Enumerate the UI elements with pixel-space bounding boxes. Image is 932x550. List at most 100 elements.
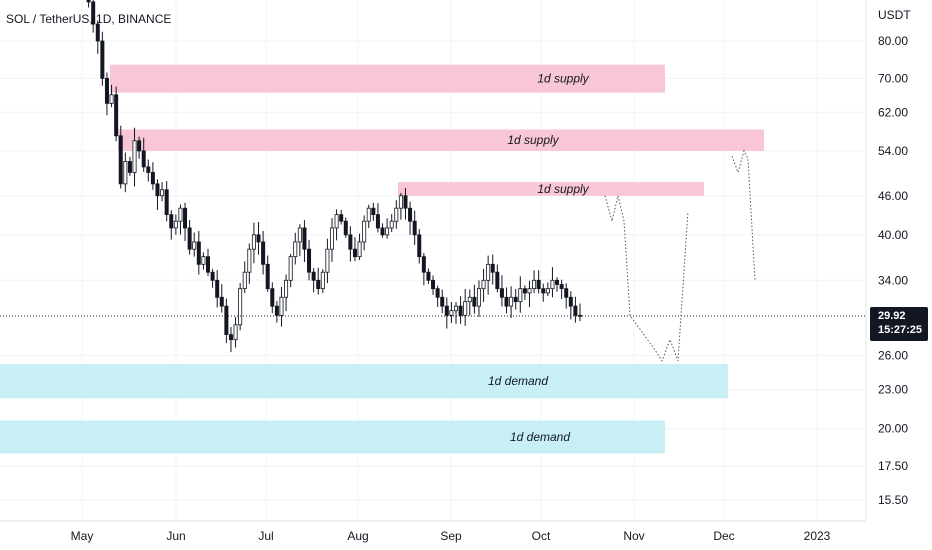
candle-up	[325, 248, 330, 273]
candle-up	[453, 305, 458, 312]
supply-zone[interactable]	[110, 64, 665, 93]
candle-up	[334, 214, 339, 229]
candle-up	[366, 207, 371, 222]
candle-up	[109, 94, 114, 104]
time-tick-label: Oct	[532, 529, 551, 543]
time-tick-label: Sep	[440, 529, 462, 543]
candle-up	[132, 140, 137, 173]
candle-down	[164, 189, 169, 216]
candle-up	[545, 288, 550, 294]
candle-down	[137, 140, 142, 152]
candle-up	[385, 227, 390, 236]
candle-down	[91, 1, 96, 25]
price-tick-label: 17.50	[878, 459, 908, 473]
price-axis[interactable]: 80.00 70.00 62.00 54.00 46.00 40.00 34.00 26.00…	[878, 34, 908, 507]
candle-up	[251, 234, 256, 250]
candle-down	[224, 305, 229, 336]
candle-up	[532, 279, 537, 290]
supply-zone-label: 1d supply	[537, 72, 589, 86]
demand-zone-label: 1d demand	[488, 374, 548, 388]
zones-layer: 1d supply 1d supply 1d supply 1d demand 1d d…	[0, 64, 764, 454]
price-tick-label: 20.00	[878, 422, 908, 436]
supply-zone-label: 1d supply	[537, 182, 589, 196]
candle-down	[311, 271, 316, 281]
supply-zone-label: 1d supply	[507, 133, 559, 147]
candle-down	[513, 296, 518, 303]
price-tick-label: 15.50	[878, 493, 908, 507]
bar-countdown: 15:27:25	[878, 324, 922, 336]
candle-up	[329, 227, 334, 250]
candle-up	[123, 161, 128, 185]
candle-down	[228, 334, 233, 341]
candle-down	[380, 227, 385, 236]
price-tick-label: 70.00	[878, 71, 908, 85]
candle-up	[449, 310, 454, 316]
candle-up	[192, 241, 197, 250]
candle-up	[242, 271, 247, 290]
demand-zone-label: 1d demand	[510, 430, 570, 444]
candle-up	[201, 256, 206, 265]
candle-down	[490, 263, 495, 273]
candle-up	[398, 195, 403, 209]
candle-down	[352, 248, 357, 258]
currency-label: USDT	[878, 8, 911, 22]
candle-down	[205, 256, 210, 273]
candle-down	[141, 150, 146, 168]
candle-down	[339, 214, 344, 222]
price-tick-label: 62.00	[878, 105, 908, 119]
price-tick-label: 26.00	[878, 348, 908, 362]
candle-down	[440, 296, 445, 307]
price-tick-label: 34.00	[878, 273, 908, 287]
candle-up	[247, 248, 252, 273]
time-tick-label: Aug	[347, 529, 368, 543]
demand-zone[interactable]	[0, 420, 665, 454]
candle-down	[95, 23, 100, 42]
candle-down	[256, 234, 261, 243]
candle-up	[178, 207, 183, 222]
candle-down	[371, 207, 376, 216]
candle-down	[210, 271, 215, 281]
candle-down	[504, 296, 509, 307]
candle-down	[412, 220, 417, 236]
price-tick-label: 46.00	[878, 189, 908, 203]
price-tick-label: 54.00	[878, 144, 908, 158]
projection-path	[604, 149, 756, 362]
candle-down	[127, 161, 132, 173]
time-axis[interactable]: May Jun Jul Aug Sep Oct Nov Dec 2023	[0, 520, 866, 543]
candle-down	[559, 284, 564, 290]
candle-down	[196, 241, 201, 265]
candle-down	[270, 288, 275, 307]
candle-up	[238, 288, 243, 326]
candle-down	[215, 279, 220, 298]
projection-line[interactable]	[604, 195, 689, 362]
candle-up	[463, 301, 468, 316]
price-tick-label: 40.00	[878, 228, 908, 242]
candle-down	[146, 166, 151, 173]
symbol-title: SOL / TetherUS, 1D, BINANCE	[6, 12, 171, 26]
candle-down	[435, 288, 440, 298]
last-price-value: 29.92	[878, 310, 906, 322]
candle-down	[274, 305, 279, 316]
candle-up	[279, 296, 284, 316]
candle-up	[476, 288, 481, 307]
candle-up	[288, 256, 293, 281]
candle-up	[297, 227, 302, 243]
demand-zone[interactable]	[0, 364, 728, 399]
candle-up	[173, 220, 178, 229]
candle-up	[357, 241, 362, 258]
candle-down	[118, 135, 123, 185]
supply-zone[interactable]	[398, 182, 704, 196]
projection-line-right[interactable]	[731, 149, 756, 281]
candle-down	[155, 183, 160, 197]
candle-down	[261, 241, 266, 265]
candle-down	[316, 279, 321, 290]
candle-down	[348, 234, 353, 250]
time-tick-label: Nov	[623, 529, 644, 543]
candle-down	[343, 220, 348, 236]
time-tick-label: 2023	[804, 529, 831, 543]
supply-zone[interactable]	[118, 129, 764, 151]
candle-down	[522, 288, 527, 294]
candle-down	[458, 305, 463, 316]
candle-down	[499, 288, 504, 298]
candle-down	[426, 271, 431, 281]
